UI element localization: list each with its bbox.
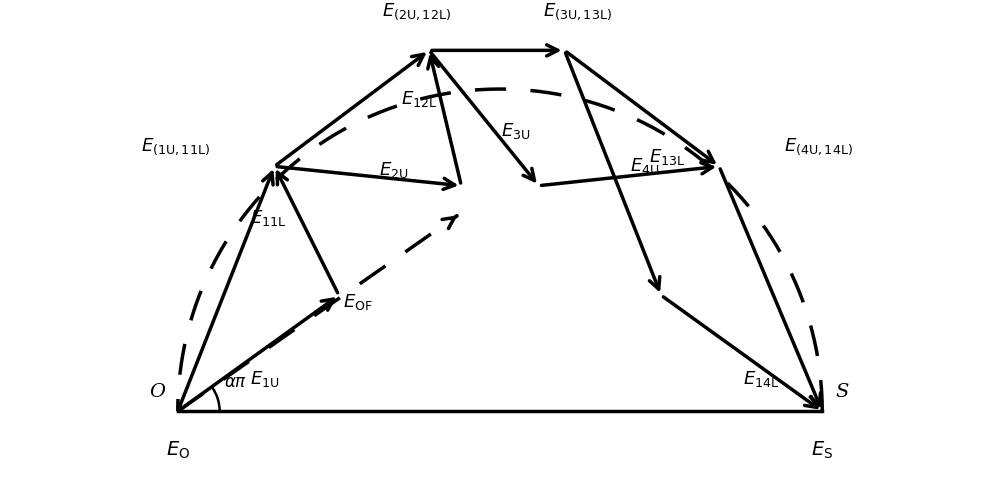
Text: S: S bbox=[835, 383, 849, 401]
Text: $E_{\mathrm{O}}$: $E_{\mathrm{O}}$ bbox=[166, 440, 190, 461]
Text: $E_{\mathrm{S}}$: $E_{\mathrm{S}}$ bbox=[811, 440, 833, 461]
Text: $E_{(1\mathrm{U},11\mathrm{L})}$: $E_{(1\mathrm{U},11\mathrm{L})}$ bbox=[141, 137, 210, 157]
Text: $E_{1\mathrm{U}}$: $E_{1\mathrm{U}}$ bbox=[250, 369, 280, 389]
Text: $E_{\mathrm{OF}}$: $E_{\mathrm{OF}}$ bbox=[343, 292, 373, 312]
Text: $E_{11\mathrm{L}}$: $E_{11\mathrm{L}}$ bbox=[250, 208, 286, 228]
Text: $E_{(4\mathrm{U},14\mathrm{L})}$: $E_{(4\mathrm{U},14\mathrm{L})}$ bbox=[784, 137, 852, 157]
Text: $E_{(3\mathrm{U},13\mathrm{L})}$: $E_{(3\mathrm{U},13\mathrm{L})}$ bbox=[543, 1, 612, 22]
Text: $E_{4\mathrm{U}}$: $E_{4\mathrm{U}}$ bbox=[630, 156, 660, 176]
Text: O: O bbox=[149, 383, 165, 401]
Text: $E_{13\mathrm{L}}$: $E_{13\mathrm{L}}$ bbox=[649, 147, 686, 167]
Text: $\alpha\pi$: $\alpha\pi$ bbox=[224, 374, 247, 391]
Text: $E_{(2\mathrm{U},12\mathrm{L})}$: $E_{(2\mathrm{U},12\mathrm{L})}$ bbox=[382, 1, 451, 22]
Text: $E_{14\mathrm{L}}$: $E_{14\mathrm{L}}$ bbox=[743, 369, 779, 389]
Text: $E_{3\mathrm{U}}$: $E_{3\mathrm{U}}$ bbox=[501, 121, 531, 141]
Text: $E_{12\mathrm{L}}$: $E_{12\mathrm{L}}$ bbox=[401, 89, 438, 109]
Text: $E_{2\mathrm{U}}$: $E_{2\mathrm{U}}$ bbox=[379, 160, 408, 180]
